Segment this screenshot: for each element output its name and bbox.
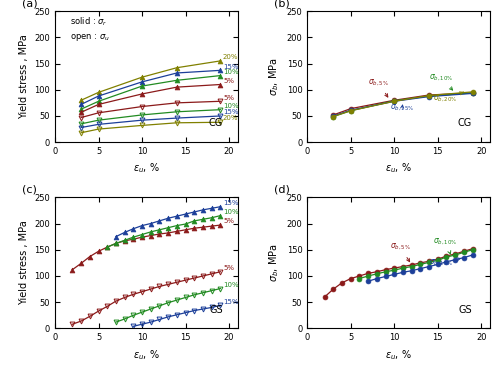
Text: 5%: 5% bbox=[223, 218, 234, 224]
Text: (d): (d) bbox=[274, 184, 290, 195]
Text: $\sigma_{b,5\%}$: $\sigma_{b,5\%}$ bbox=[390, 242, 411, 262]
Text: 5%: 5% bbox=[223, 94, 234, 100]
Text: CG: CG bbox=[209, 118, 223, 128]
Text: 5%: 5% bbox=[223, 265, 234, 271]
Text: CG: CG bbox=[458, 118, 471, 128]
Text: 10%: 10% bbox=[223, 69, 238, 75]
Text: $\sigma_{b,15\%}$: $\sigma_{b,15\%}$ bbox=[429, 258, 460, 268]
Text: solid : $\sigma_r$: solid : $\sigma_r$ bbox=[70, 15, 108, 28]
Text: GS: GS bbox=[210, 305, 223, 315]
Text: 20%: 20% bbox=[223, 115, 238, 121]
Text: $\sigma_{b,20\%}$: $\sigma_{b,20\%}$ bbox=[434, 92, 464, 104]
Text: open : $\sigma_u$: open : $\sigma_u$ bbox=[70, 32, 110, 43]
Text: (b): (b) bbox=[274, 0, 290, 8]
Text: 10%: 10% bbox=[223, 282, 238, 288]
Text: 15%: 15% bbox=[223, 200, 238, 206]
Text: (c): (c) bbox=[22, 184, 37, 195]
Y-axis label: $\sigma_b$, MPa: $\sigma_b$, MPa bbox=[268, 58, 281, 96]
X-axis label: $\varepsilon_u$, %: $\varepsilon_u$, % bbox=[386, 162, 412, 175]
Text: $\sigma_{b,10\%}$: $\sigma_{b,10\%}$ bbox=[434, 237, 458, 254]
Y-axis label: $\sigma_b$, MPa: $\sigma_b$, MPa bbox=[268, 244, 281, 282]
Text: $\sigma_{b,5\%}$: $\sigma_{b,5\%}$ bbox=[368, 78, 390, 97]
Text: 10%: 10% bbox=[223, 103, 238, 109]
Text: GS: GS bbox=[458, 305, 471, 315]
Text: 20%: 20% bbox=[223, 54, 238, 60]
X-axis label: $\varepsilon_u$, %: $\varepsilon_u$, % bbox=[386, 348, 412, 362]
Text: $\sigma_{b,15\%}$: $\sigma_{b,15\%}$ bbox=[390, 103, 414, 113]
Text: 15%: 15% bbox=[223, 109, 238, 115]
Text: 15%: 15% bbox=[223, 299, 238, 304]
Text: (a): (a) bbox=[22, 0, 38, 8]
Text: 10%: 10% bbox=[223, 209, 238, 215]
Y-axis label: Yield stress , MPa: Yield stress , MPa bbox=[19, 34, 29, 119]
X-axis label: $\varepsilon_u$, %: $\varepsilon_u$, % bbox=[133, 348, 160, 362]
X-axis label: $\varepsilon_u$, %: $\varepsilon_u$, % bbox=[133, 162, 160, 175]
Text: 5%: 5% bbox=[223, 78, 234, 84]
Text: $\sigma_{b,10\%}$: $\sigma_{b,10\%}$ bbox=[429, 73, 454, 90]
Text: 15%: 15% bbox=[223, 63, 238, 69]
Y-axis label: Yield stress , MPa: Yield stress , MPa bbox=[19, 220, 29, 305]
